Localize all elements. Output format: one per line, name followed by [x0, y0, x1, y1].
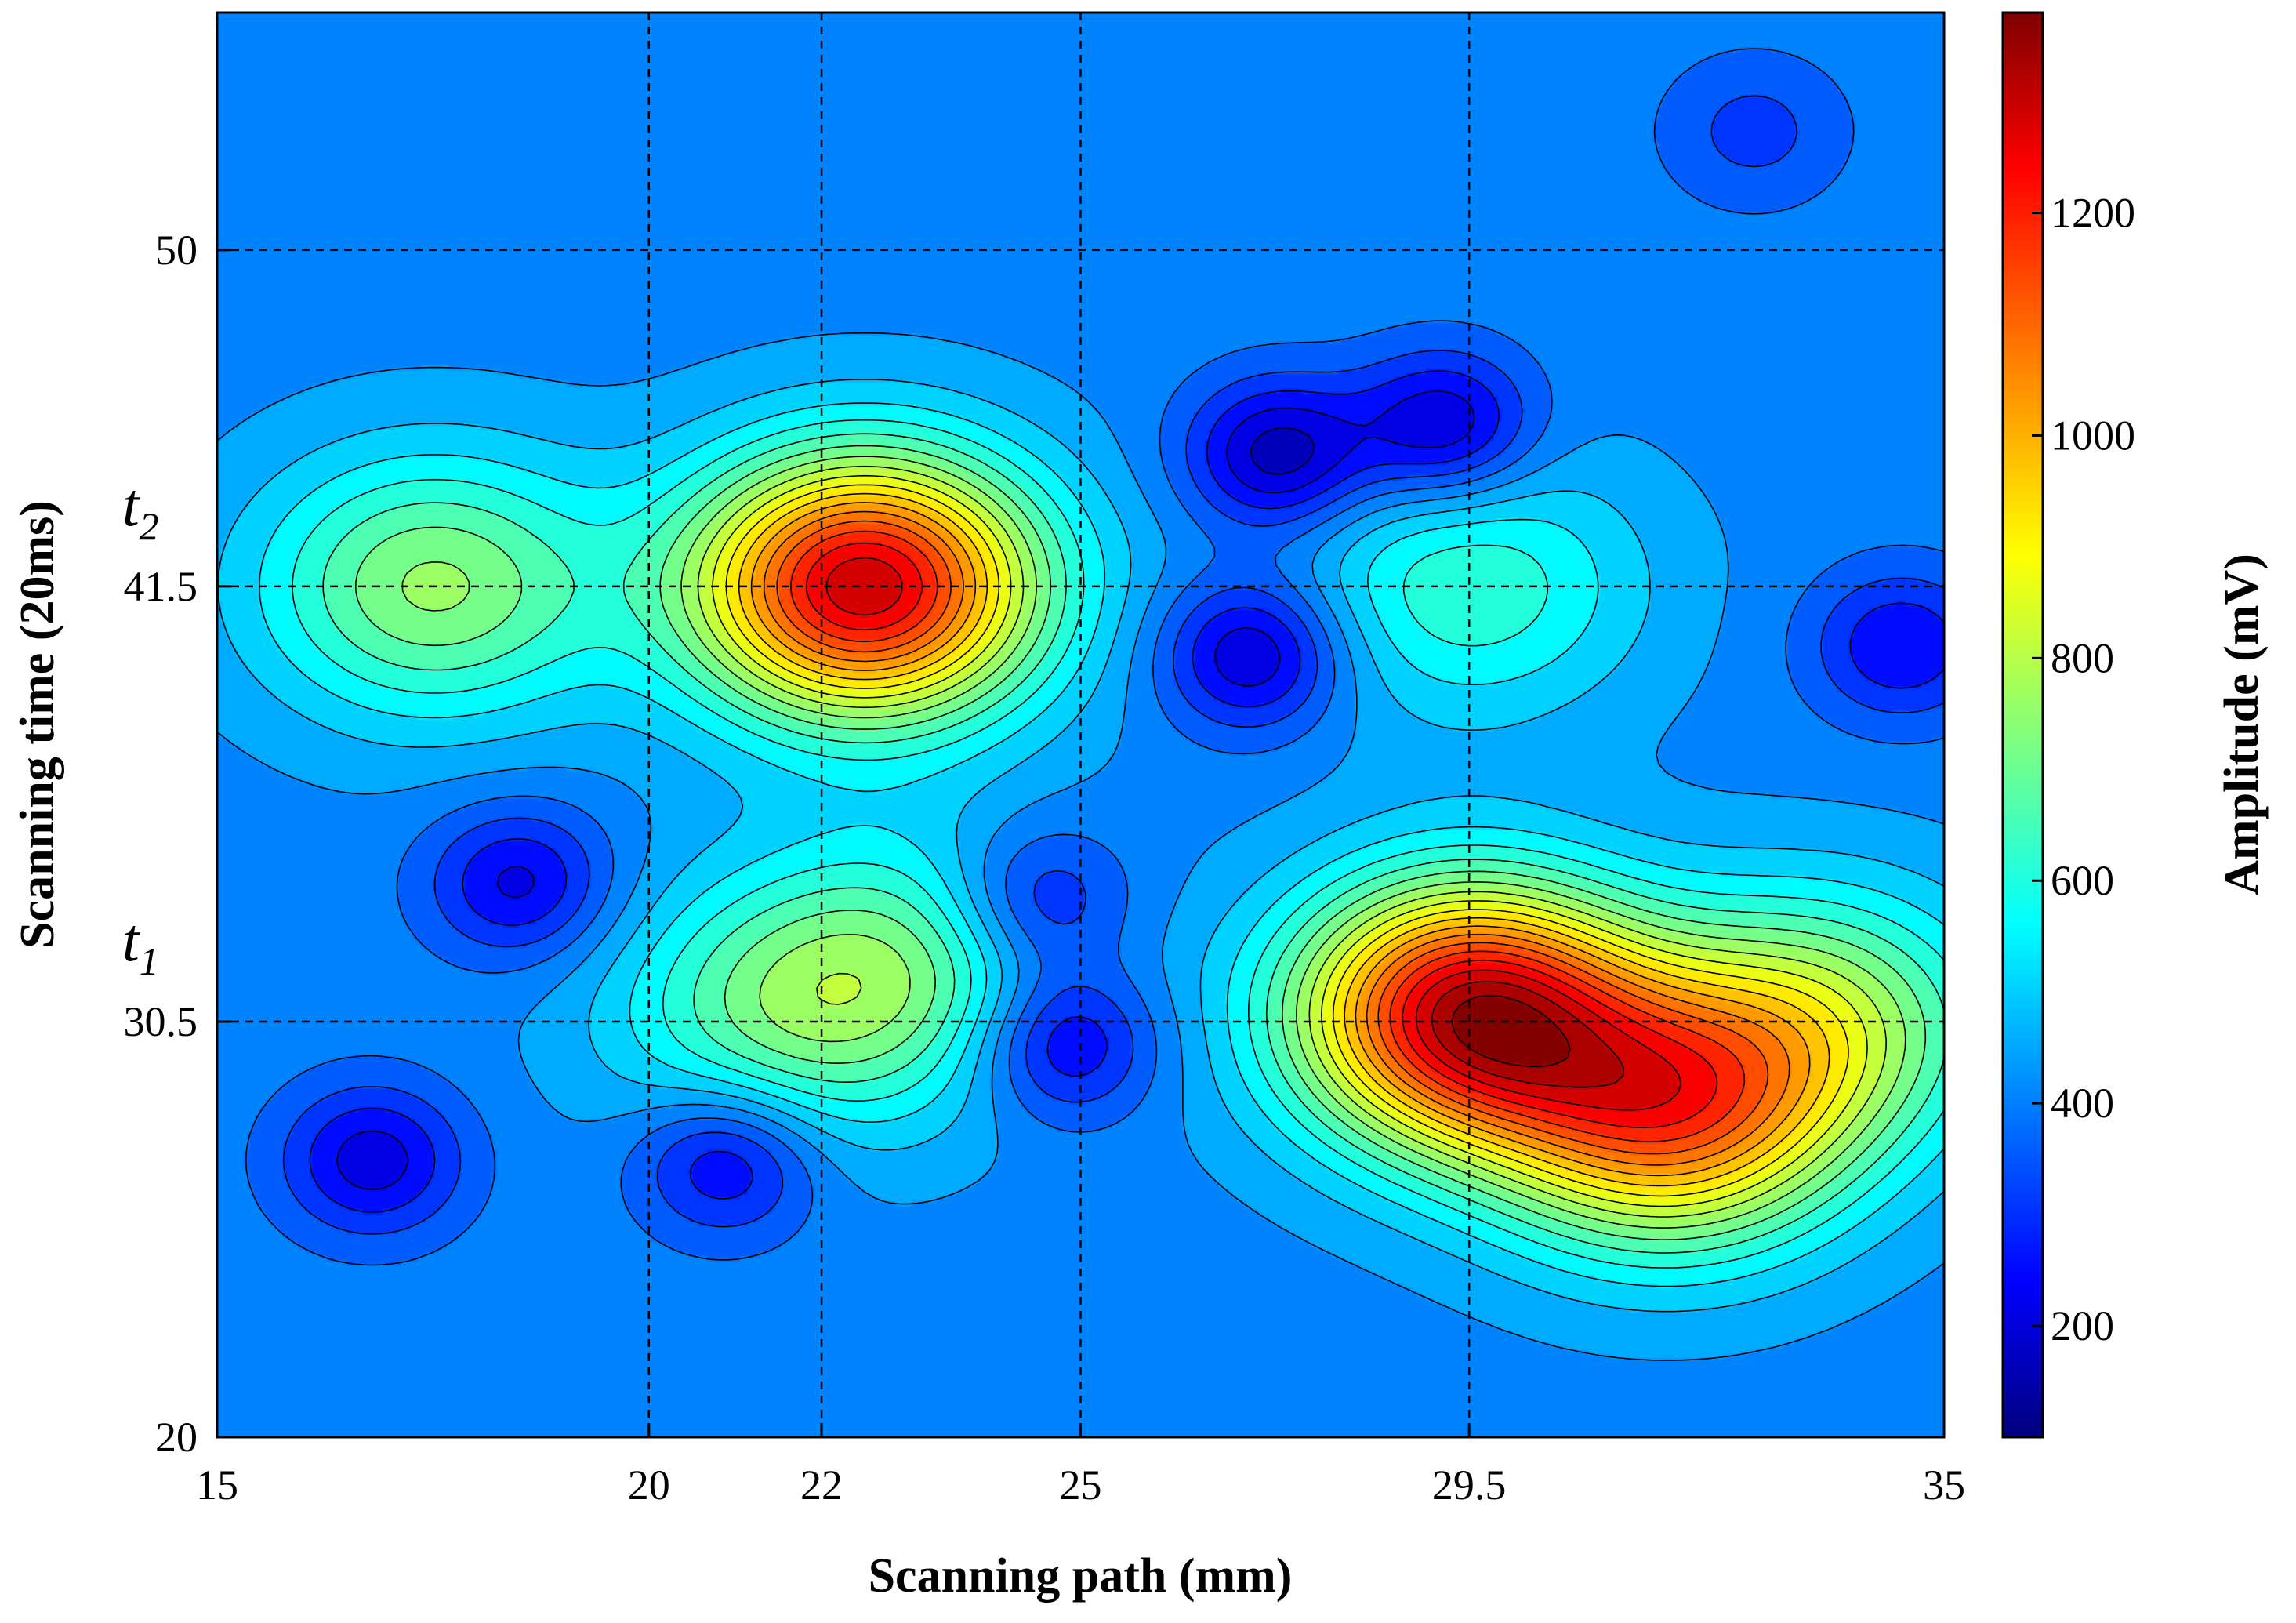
- x-tick-label: 15: [196, 1461, 238, 1509]
- time-annotation-subscript: 2: [140, 504, 159, 548]
- colorbar-tick-label: 1000: [2051, 412, 2135, 459]
- contour-line-1100: [776, 520, 1769, 1155]
- contour-line-200: [1250, 427, 1315, 475]
- contour-line-1350: [1451, 995, 1571, 1067]
- contour-line-750: [401, 456, 1906, 1229]
- colorbar-tick-label: 1200: [2051, 190, 2135, 237]
- time-annotation-t2: t2: [122, 470, 159, 548]
- x-tick-label: 25: [1060, 1461, 1102, 1509]
- contour-line-250: [336, 390, 1475, 1190]
- contour-line-450: [217, 332, 1944, 1361]
- y-tick-label: 50: [155, 227, 198, 274]
- contour-line-400: [245, 48, 1944, 1266]
- y-tick-label: 30.5: [124, 998, 198, 1045]
- contour-line-950: [738, 492, 1830, 1187]
- colorbar-ticks: 200 400 600 800 1000 1200: [2032, 190, 2135, 1349]
- x-tick-label: 35: [1923, 1461, 1965, 1509]
- contour-line-1000: [750, 502, 1811, 1177]
- colorbar-tick-label: 800: [2051, 634, 2114, 681]
- grid-lines: [217, 13, 1944, 1437]
- y-tick-label: 41.5: [124, 563, 198, 610]
- colorbar: [2001, 11, 2044, 1439]
- contour-line-600: [292, 419, 1944, 1269]
- colorbar-tick-label: 200: [2051, 1302, 2114, 1349]
- contour-line-550: [259, 402, 1944, 1287]
- contour-line-800: [697, 465, 1887, 1218]
- contour-line-700: [355, 445, 1927, 1240]
- colorbar-tick-label: 600: [2051, 857, 2114, 904]
- contour-line-900: [725, 484, 1849, 1197]
- contour-line-500: [217, 379, 1944, 1313]
- time-annotation-t1: t1: [122, 906, 159, 983]
- y-axis-title: Scanning time (20ms): [11, 500, 64, 949]
- time-annotation-subscript: 1: [140, 939, 159, 983]
- x-tick-label: 22: [800, 1461, 843, 1509]
- contour-lines: [217, 48, 1944, 1361]
- x-axis-title: Scanning path (mm): [869, 1549, 1293, 1603]
- x-axis-ticks: 15 20 22 25 29.5 35: [196, 1423, 1965, 1509]
- contour-line-1300: [1431, 981, 1625, 1088]
- y-tick-label: 20: [155, 1414, 198, 1461]
- contour-line-1150: [790, 530, 1746, 1142]
- contour-line-300: [309, 370, 1944, 1213]
- x-tick-label: 20: [628, 1461, 670, 1509]
- contour-line-350: [282, 95, 1944, 1235]
- y-axis-ticks: 20 30.5 41.5 50: [124, 227, 231, 1461]
- contour-line-850: [712, 474, 1868, 1207]
- time-annotations: t2 t1: [122, 470, 159, 983]
- x-tick-label: 29.5: [1432, 1461, 1507, 1509]
- colorbar-title: Amplitude (mV): [2215, 554, 2269, 895]
- colorbar-tick-label: 400: [2051, 1080, 2114, 1127]
- contour-line-1050: [763, 510, 1790, 1166]
